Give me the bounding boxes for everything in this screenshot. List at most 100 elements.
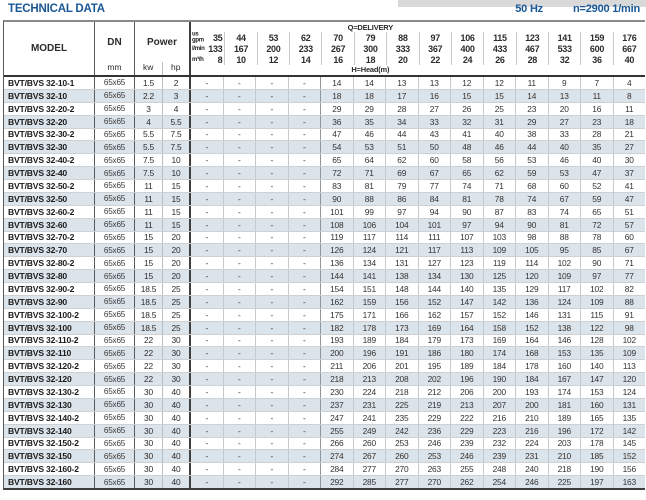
head-cell: 109: [580, 295, 613, 308]
hp-cell: 10: [163, 167, 191, 179]
dn-cell: 65x65: [95, 89, 135, 102]
head-cell: 74: [515, 192, 548, 205]
head-cell: 285: [352, 476, 386, 488]
head-cell: 31: [482, 115, 516, 128]
table-row: BVT/BVS 32-100 65x65 18.5 25- - - -182 178 173 16…: [4, 320, 645, 334]
head-cell: 81: [352, 180, 386, 192]
kw-cell: 18.5: [135, 321, 163, 334]
head-cell: 97: [450, 218, 483, 231]
hp-cell: 20: [163, 257, 191, 270]
dash-cell: -: [205, 206, 209, 217]
model-cell: BVT/BVS 32-120: [4, 373, 95, 385]
table-row: BVT/BVS 32-140 65x65 30 40- - - -255 249 242 236 2…: [4, 423, 645, 437]
dn-cell: 65x65: [95, 257, 135, 270]
dash-cell: -: [287, 154, 321, 167]
m3h-cell: 12: [256, 54, 289, 65]
lmin-value: 133: [208, 43, 223, 54]
dash-cell: -: [287, 205, 321, 218]
head-cell: 78: [580, 231, 613, 244]
table-row: BVT/BVS 32-70 65x65 15 20- - - -126 124 121 117 11…: [4, 243, 645, 257]
power-label: Power: [146, 36, 177, 48]
m3h-cell: 40: [612, 54, 645, 65]
head-cell: 263: [417, 463, 451, 476]
head-cell: 189: [352, 334, 386, 347]
head-cell: 189: [450, 360, 483, 373]
title-right-group: 50 Hz n=2900 1/min: [515, 3, 640, 15]
head-cell: 97: [580, 270, 613, 282]
head-cell: 225: [385, 398, 418, 411]
head-cell: 15: [482, 89, 516, 102]
dash-cell: -: [205, 142, 209, 153]
dash-cell: -: [287, 398, 321, 411]
head-cell: 105: [515, 244, 548, 257]
head-cell: 68: [515, 180, 548, 192]
model-cell: BVT/BVS 32-80: [4, 270, 95, 282]
dash-cell: -: [222, 218, 256, 231]
dash-cell: -: [205, 477, 209, 488]
dash-cell: -: [287, 437, 321, 450]
head-cell: 152: [482, 308, 516, 321]
head-cell: 129: [515, 283, 548, 295]
head-cell: 197: [580, 476, 613, 488]
dash-cell: -: [255, 283, 288, 295]
head-cell: 147: [450, 295, 483, 308]
dash-cell: -: [255, 128, 288, 141]
dash-cell: -: [222, 257, 256, 270]
dn-cell: 65x65: [95, 360, 135, 373]
head-cell: 51: [385, 141, 418, 154]
gpm-cell: 141: [547, 32, 580, 43]
head-cell: 40: [580, 154, 613, 167]
head-cell: 81: [547, 218, 581, 231]
head-cell: 23: [515, 102, 548, 115]
dash-cell: -: [255, 218, 288, 231]
head-cell: 168: [515, 347, 548, 360]
head-cell: 40: [482, 128, 516, 141]
model-cell: BVT/BVS 32-140: [4, 424, 95, 437]
head-cell: 292: [320, 476, 353, 488]
dash-cell: -: [222, 89, 256, 102]
gpm-cell: 115: [483, 32, 515, 43]
head-cell: 138: [385, 270, 418, 282]
kw-cell: 11: [135, 180, 163, 192]
gpm-cell: 176: [612, 32, 645, 43]
head-cell: 37: [612, 167, 646, 179]
dn-cell: 65x65: [95, 398, 135, 411]
dash-cell: -: [255, 424, 288, 437]
power-units: kw hp: [135, 62, 189, 75]
dash-cell: -: [222, 205, 256, 218]
head-cell: 184: [385, 334, 418, 347]
model-cell: BVT/BVS 32-40: [4, 167, 95, 179]
head-cell: 178: [515, 360, 548, 373]
head-cell: 53: [352, 141, 386, 154]
head-cell: 169: [482, 334, 516, 347]
column-header-power: Power kw hp: [135, 22, 191, 75]
head-cell: 239: [450, 437, 483, 450]
head-cell: 136: [320, 257, 353, 270]
dn-cell: 65x65: [95, 180, 135, 192]
head-cell: 232: [482, 437, 516, 450]
dn-cell: 65x65: [95, 102, 135, 115]
head-cell: 13: [417, 77, 451, 89]
head-cell: 111: [417, 231, 451, 244]
model-cell: BVT/BVS 32-100: [4, 321, 95, 334]
kw-cell: 5.5: [135, 128, 163, 141]
head-cell: 144: [320, 270, 353, 282]
head-cell: 18: [612, 115, 646, 128]
gpm-cell: 106: [450, 32, 483, 43]
head-cell: 59: [515, 167, 548, 179]
dash-cell: -: [222, 77, 256, 89]
head-cell: 213: [450, 398, 483, 411]
head-cell: 237: [320, 398, 353, 411]
dash-cell: -: [205, 129, 209, 140]
dash-cell: -: [255, 89, 288, 102]
head-cell: 51: [612, 205, 646, 218]
dash-cell: -: [205, 335, 209, 346]
dn-cell: 65x65: [95, 244, 135, 257]
head-cell: 88: [547, 231, 581, 244]
head-cell: 134: [352, 257, 386, 270]
dash-cell: -: [222, 373, 256, 385]
dash-cell: -: [255, 450, 288, 463]
head-cell: 174: [482, 347, 516, 360]
head-cell: 224: [352, 386, 386, 398]
head-cell: 71: [352, 167, 386, 179]
